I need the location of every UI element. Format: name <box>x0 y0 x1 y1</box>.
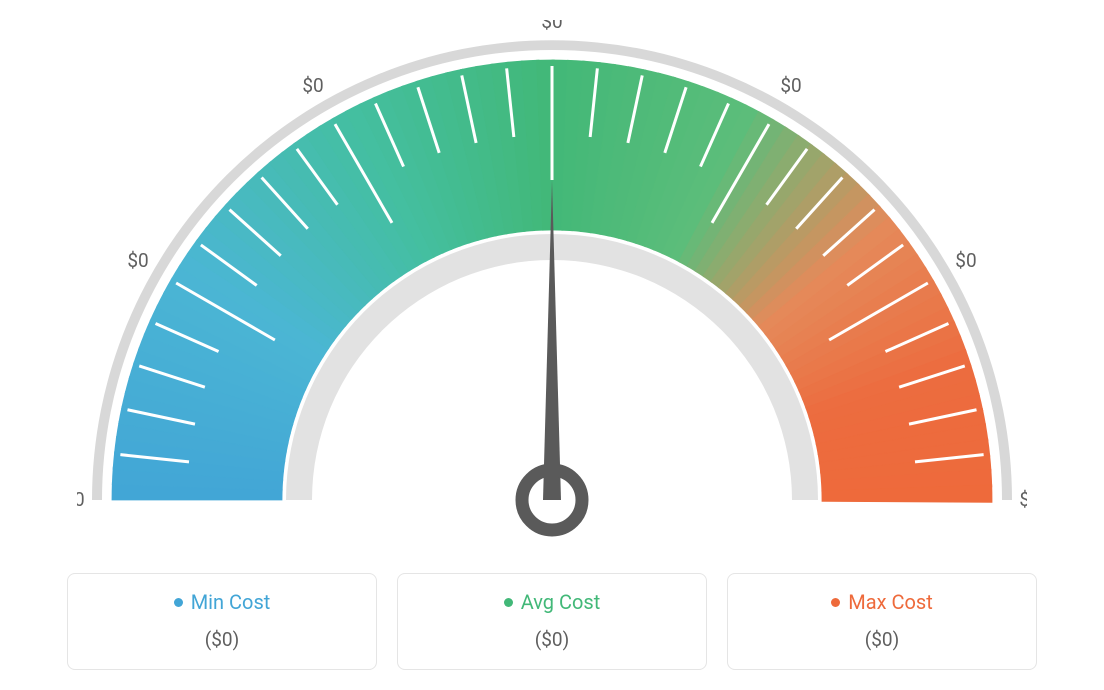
svg-text:$0: $0 <box>127 249 148 272</box>
legend-value-min: ($0) <box>68 628 376 651</box>
legend-card-min: Min Cost ($0) <box>67 573 377 670</box>
svg-text:$0: $0 <box>780 74 801 97</box>
svg-text:$0: $0 <box>1019 488 1027 511</box>
legend-value-max: ($0) <box>728 628 1036 651</box>
legend-card-avg: Avg Cost ($0) <box>397 573 707 670</box>
svg-text:$0: $0 <box>302 74 323 97</box>
legend-card-max: Max Cost ($0) <box>727 573 1037 670</box>
gauge: $0 $0 $0 $0 $0 $0 $0 <box>77 20 1027 564</box>
gauge-chart-container: { "gauge": { "type": "gauge", "center_x"… <box>0 0 1104 690</box>
legend-value-avg: ($0) <box>398 628 706 651</box>
legend-title-max: Max Cost <box>831 590 933 614</box>
legend-title-min: Min Cost <box>174 590 271 614</box>
svg-text:$0: $0 <box>77 488 85 511</box>
dot-icon <box>174 598 183 607</box>
gauge-svg: $0 $0 $0 $0 $0 $0 $0 <box>77 20 1027 560</box>
legend-label-max: Max Cost <box>848 590 933 614</box>
svg-text:$0: $0 <box>955 249 976 272</box>
legend-row: Min Cost ($0) Avg Cost ($0) Max Cost ($0… <box>0 573 1104 670</box>
dot-icon <box>504 598 513 607</box>
legend-title-avg: Avg Cost <box>504 590 601 614</box>
legend-label-avg: Avg Cost <box>521 590 601 614</box>
legend-label-min: Min Cost <box>191 590 271 614</box>
svg-text:$0: $0 <box>541 20 562 33</box>
dot-icon <box>831 598 840 607</box>
